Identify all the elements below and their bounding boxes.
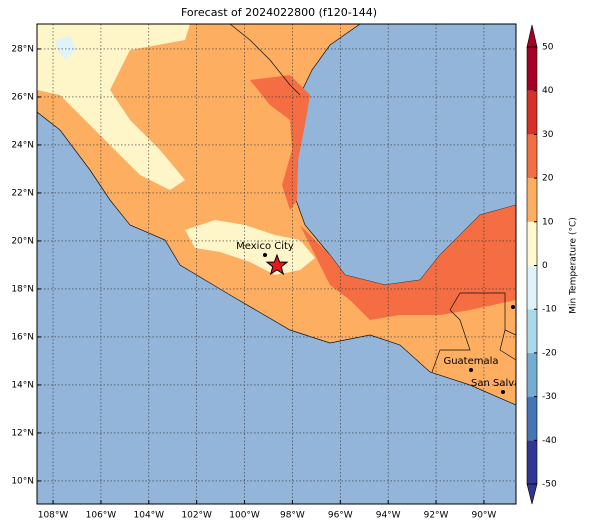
colorbar-tick-label: -40 [542, 436, 557, 446]
colorbar-band [527, 90, 537, 135]
cold-spot [55, 36, 76, 60]
star-marker [265, 253, 289, 276]
y-tick-label: 28°N [11, 44, 34, 54]
colorbar-band [527, 47, 537, 91]
map: Mexico City Guatemala San Salvador [37, 24, 538, 504]
colorbar-band [527, 265, 537, 310]
colorbar-band [527, 134, 537, 179]
colorbar-tick-label: -30 [542, 392, 557, 402]
colorbar-tick-label: 50 [542, 43, 554, 53]
colorbar-label: Min Temperature (°C) [569, 217, 579, 314]
y-tick-label: 22°N [11, 188, 34, 198]
colorbar-band [527, 178, 537, 222]
colorbar-tick-label: 20 [542, 174, 554, 184]
colorbar-extend-low [526, 483, 538, 505]
city-dot [263, 253, 267, 257]
y-tick-label: 18°N [11, 284, 34, 294]
x-tick-label: 92°W [424, 511, 449, 521]
colorbar-band [527, 221, 537, 266]
cool-region [37, 24, 190, 190]
title: Forecast of 2024022800 (f120-144) [181, 6, 377, 19]
colorbar-band [527, 309, 537, 353]
y-tick-label: 20°N [11, 236, 34, 246]
x-tick-label: 108°W [38, 511, 69, 521]
map-frame [36, 23, 517, 505]
colorbar-tick-label: 30 [542, 130, 554, 140]
city-label: San Salvador [471, 378, 538, 389]
x-tick-label: 102°W [181, 511, 212, 521]
y-tick-label: 12°N [11, 428, 34, 438]
colorbar-tick-label: -20 [542, 348, 557, 358]
warm-region [300, 205, 516, 320]
colorbar-band [527, 396, 537, 441]
x-tick-label: 90°W [471, 511, 496, 521]
colorbar-extend-high [526, 24, 538, 48]
x-tick-label: 98°W [280, 511, 305, 521]
y-tick-label: 24°N [11, 140, 34, 150]
colorbar-band [527, 440, 537, 484]
city-label: Guatemala [443, 356, 498, 367]
border [229, 24, 301, 96]
x-tick-label: 96°W [328, 511, 353, 521]
warm-region [250, 75, 310, 210]
colorbar-tick-label: 0 [542, 261, 548, 271]
city-dot [469, 368, 473, 372]
y-tick-label: 26°N [11, 92, 34, 102]
colorbar-tick-label: 40 [542, 86, 554, 96]
y-tick-label: 10°N [11, 476, 34, 486]
city-label: Mexico City [236, 241, 294, 252]
colorbar-band [527, 352, 537, 397]
colorbar-tick-label: 10 [542, 217, 554, 227]
x-tick-label: 100°W [229, 511, 260, 521]
colorbar-tick-label: -10 [542, 305, 557, 315]
cool-region [185, 220, 315, 275]
y-tick-label: 16°N [11, 332, 34, 342]
x-tick-label: 104°W [134, 511, 165, 521]
x-tick-label: 94°W [376, 511, 401, 521]
x-tick-label: 106°W [86, 511, 117, 521]
city-dot [511, 305, 515, 309]
city-dot [501, 390, 505, 394]
colorbar-tick-label: -50 [542, 480, 557, 490]
y-tick-label: 14°N [11, 380, 34, 390]
